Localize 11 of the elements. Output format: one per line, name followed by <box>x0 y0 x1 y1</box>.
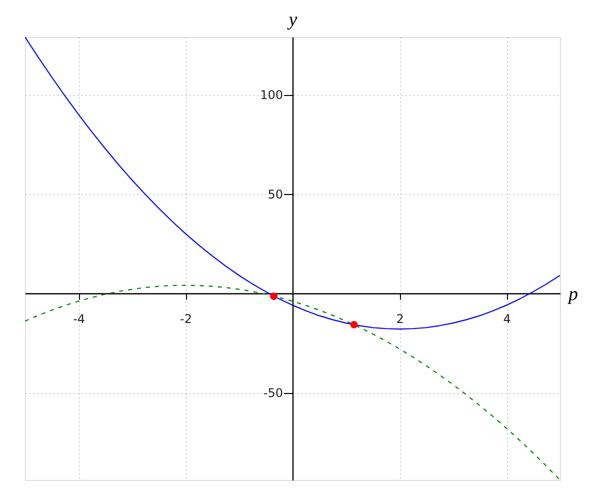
y-tick-label: 100 <box>260 88 283 102</box>
x-tick-label: -2 <box>180 312 192 326</box>
y-tick-label: 50 <box>268 187 283 202</box>
x-tick-label: 4 <box>503 312 511 326</box>
x-axis-title: p <box>566 284 578 305</box>
y-tick-label: -50 <box>263 386 283 400</box>
x-tick-label: 2 <box>396 312 404 326</box>
line-series <box>25 37 560 330</box>
line-series <box>25 284 560 480</box>
x-tick-label: -4 <box>73 312 85 326</box>
y-axis-title: y <box>286 10 298 30</box>
